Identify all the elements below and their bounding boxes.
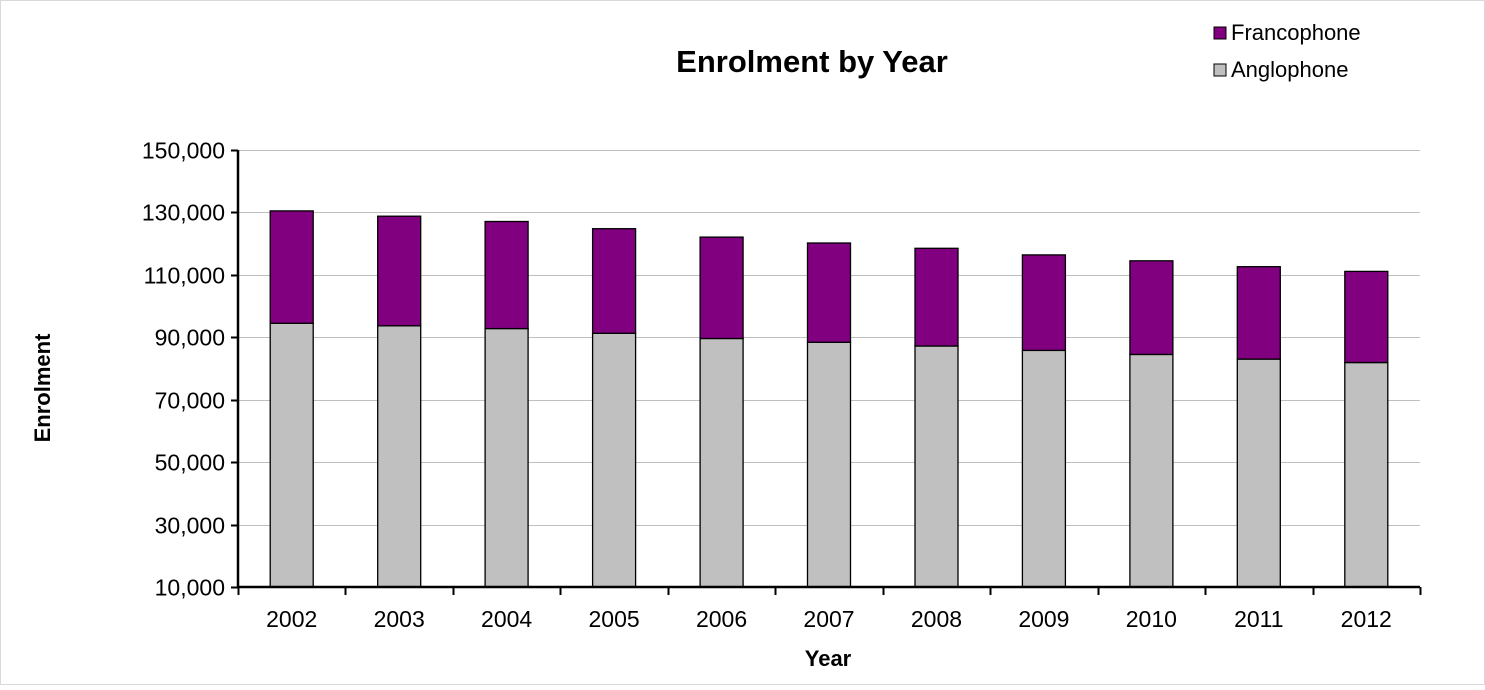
x-tick-label-2002: 2002 bbox=[266, 606, 317, 632]
bar-anglophone-2009 bbox=[1021, 349, 1067, 588]
y-tick-label-7: 150,000 bbox=[142, 138, 225, 164]
bar-anglophone-2004 bbox=[484, 327, 529, 588]
bar-francophone-2002 bbox=[269, 210, 314, 324]
bar-francophone-2004 bbox=[484, 220, 529, 330]
bar-francophone-2007 bbox=[806, 242, 852, 343]
y-tick-label-1: 30,000 bbox=[155, 513, 225, 539]
bar-anglophone-2003 bbox=[377, 325, 422, 588]
chart-title: Enrolment by Year bbox=[676, 44, 948, 79]
x-tick-label-2008: 2008 bbox=[911, 606, 962, 632]
y-tick-label-2: 50,000 bbox=[155, 450, 225, 476]
x-tick-label-2004: 2004 bbox=[481, 606, 532, 632]
legend: Francophone Anglophone bbox=[1213, 20, 1361, 82]
bar-anglophone-2007 bbox=[806, 341, 852, 588]
axes: 10,000 30,000 50,000 70,000 90,000 110,000 130… bbox=[142, 138, 1422, 632]
bar-anglophone-2002 bbox=[269, 322, 314, 588]
x-tick-label-2005: 2005 bbox=[589, 606, 640, 632]
x-tick-label-2009: 2009 bbox=[1018, 606, 1069, 632]
y-tick-label-3: 70,000 bbox=[155, 388, 225, 414]
x-tick-label-2007: 2007 bbox=[803, 606, 854, 632]
x-tick-label-2011: 2011 bbox=[1234, 606, 1283, 632]
bar-anglophone-2006 bbox=[699, 337, 744, 588]
x-tick-label-2012: 2012 bbox=[1341, 606, 1392, 632]
x-tick-label-2006: 2006 bbox=[696, 606, 747, 632]
bar-anglophone-2010 bbox=[1129, 353, 1174, 588]
y-axis-title: Enrolment bbox=[30, 333, 55, 442]
bar-anglophone-2008 bbox=[914, 345, 959, 588]
bar-anglophone-2011 bbox=[1236, 358, 1281, 588]
x-tick-label-2003: 2003 bbox=[374, 606, 425, 632]
x-axis-title: Year bbox=[805, 646, 852, 671]
bar-francophone-2010 bbox=[1129, 260, 1174, 356]
bar-francophone-2006 bbox=[699, 236, 744, 340]
y-tick-label-6: 130,000 bbox=[142, 200, 225, 226]
legend-label-anglophone: Anglophone bbox=[1231, 57, 1348, 82]
y-tick-label-4: 90,000 bbox=[155, 325, 225, 351]
legend-swatch-anglophone bbox=[1213, 63, 1227, 77]
y-tick-label-0: 10,000 bbox=[155, 575, 225, 601]
bar-francophone-2012 bbox=[1344, 270, 1389, 364]
bar-anglophone-2012 bbox=[1344, 361, 1389, 588]
bar-francophone-2005 bbox=[591, 228, 637, 334]
x-tick-label-2010: 2010 bbox=[1126, 606, 1177, 632]
bar-francophone-2008 bbox=[914, 247, 959, 347]
bar-francophone-2003 bbox=[377, 215, 422, 327]
bar-anglophone-2005 bbox=[591, 332, 637, 588]
bar-francophone-2009 bbox=[1021, 254, 1067, 352]
legend-swatch-francophone bbox=[1213, 26, 1227, 40]
legend-label-francophone: Francophone bbox=[1231, 20, 1361, 45]
bars bbox=[269, 210, 1389, 588]
bar-francophone-2011 bbox=[1236, 266, 1281, 360]
y-tick-label-5: 110,000 bbox=[144, 263, 225, 289]
